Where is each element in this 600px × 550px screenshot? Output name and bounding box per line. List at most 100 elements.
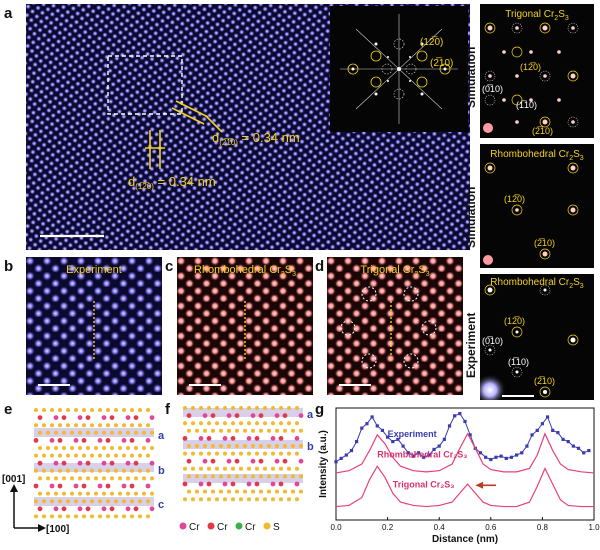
atom — [251, 428, 255, 433]
atom — [291, 428, 295, 433]
annotation-trigonal: Trigonal Cr₂S₃ — [393, 480, 455, 490]
atom — [122, 514, 126, 519]
atom — [33, 438, 39, 443]
atom — [61, 506, 67, 512]
atom — [86, 476, 90, 481]
atom — [130, 468, 134, 473]
atom — [98, 499, 102, 504]
panel-label-d: d — [315, 258, 325, 275]
atom — [235, 428, 239, 433]
atom — [126, 446, 130, 450]
x-tick-label: 0.8 — [537, 523, 549, 532]
legend-item-2: Cr — [217, 522, 228, 533]
data-point — [349, 448, 354, 453]
atom — [263, 406, 267, 410]
atom — [109, 506, 115, 512]
data-point — [339, 456, 343, 460]
d-spacing-markers — [145, 100, 223, 169]
atom — [126, 491, 130, 496]
atom — [271, 451, 275, 456]
atom — [102, 491, 106, 496]
atom — [66, 453, 70, 458]
atom — [211, 474, 215, 479]
atom — [106, 453, 110, 458]
arrow-head — [475, 481, 484, 489]
simulation-image-d: Trigonal Cr2S3 — [327, 257, 463, 395]
atom — [239, 466, 243, 471]
layer-label-e-1: a — [158, 430, 165, 442]
atom — [279, 406, 283, 410]
spot-i-1: (12̅0) — [504, 194, 525, 204]
haadf-lattice-a: (12̅0) (2̅10) d(2̅1̅0) = 0.34 nm d(1̅2̅0… — [26, 4, 470, 250]
atom — [42, 453, 46, 458]
atom — [70, 446, 74, 450]
atom — [46, 430, 50, 435]
atom — [142, 476, 146, 481]
structure-e: a b c — [26, 402, 176, 532]
atom — [299, 444, 303, 448]
atom — [263, 421, 267, 426]
atom — [239, 497, 243, 502]
atom — [279, 421, 283, 426]
atom — [198, 481, 204, 487]
atom — [270, 481, 276, 487]
data-point — [566, 440, 570, 444]
atom — [183, 497, 187, 502]
atom — [145, 483, 151, 489]
atom — [81, 483, 87, 489]
atom — [263, 497, 267, 502]
atom — [234, 458, 240, 464]
atom — [191, 497, 195, 502]
atom — [206, 481, 212, 487]
atom — [38, 430, 42, 435]
atom — [66, 514, 70, 519]
atom — [182, 436, 188, 441]
atom — [110, 446, 114, 450]
series-line-2 — [335, 432, 595, 474]
atom — [106, 408, 110, 412]
atom — [215, 466, 219, 471]
atom — [255, 466, 259, 471]
data-point — [494, 455, 498, 459]
atom — [58, 514, 62, 519]
atom — [97, 438, 103, 443]
atom — [73, 483, 79, 489]
atom — [198, 436, 204, 441]
atom — [186, 413, 192, 418]
atom — [258, 458, 264, 464]
atom — [231, 451, 235, 456]
atom — [90, 514, 94, 519]
atom — [74, 408, 78, 412]
atom — [82, 423, 86, 428]
data-point — [401, 444, 405, 448]
spot-h-3: (0̅10) — [482, 84, 503, 94]
atom — [50, 499, 54, 504]
atom — [298, 413, 304, 418]
atom — [219, 474, 223, 479]
atom — [105, 483, 111, 489]
atom — [109, 460, 115, 466]
atom — [230, 436, 236, 441]
atom — [295, 421, 299, 426]
atom — [287, 497, 291, 502]
panel-label-b: b — [4, 258, 14, 275]
data-point — [360, 426, 364, 430]
atom — [211, 428, 215, 433]
diffraction-image-i: Rhombohedral Cr2S3 (12̅0) (2̅10) — [480, 144, 594, 268]
atom — [110, 491, 114, 496]
atom — [142, 491, 146, 496]
atom — [294, 481, 300, 487]
atom — [149, 506, 155, 512]
atom — [259, 474, 263, 479]
atom — [66, 468, 70, 473]
atom — [275, 489, 279, 494]
atom — [230, 481, 236, 487]
data-point — [556, 431, 560, 435]
atom — [283, 489, 287, 494]
atom — [114, 468, 118, 473]
spot-j-4: (2̅10) — [534, 376, 555, 386]
legend-item-1: Cr — [189, 522, 200, 533]
atom — [38, 476, 42, 481]
atom — [129, 438, 135, 443]
x-tick-label: 0.0 — [330, 523, 342, 532]
